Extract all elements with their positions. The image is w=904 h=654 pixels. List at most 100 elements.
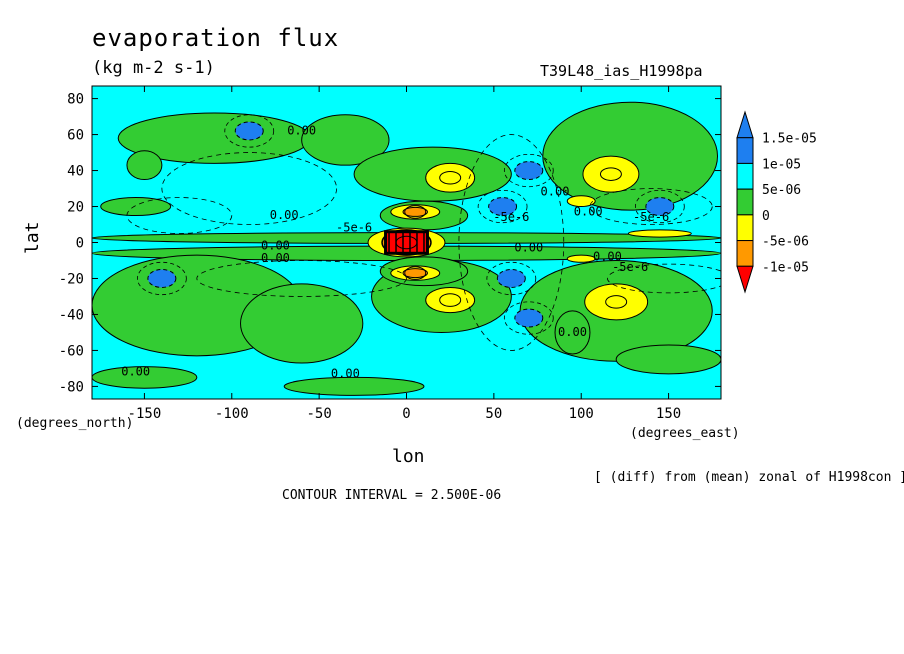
y-axis-label: lat xyxy=(22,221,43,254)
chart-units: (kg m-2 s-1) xyxy=(92,58,215,78)
colorbar-label-2: 0 xyxy=(762,209,770,224)
colorbar-bin-5 xyxy=(736,137,754,164)
negative-minimum-1 xyxy=(496,268,526,288)
max-ring-5 xyxy=(404,205,427,219)
max-ring-2 xyxy=(599,167,622,181)
max-ring-3 xyxy=(605,295,628,309)
colorbar-bin-3 xyxy=(736,188,754,216)
contour-label-0: 0.00 xyxy=(287,123,316,137)
positive-region-9 xyxy=(240,283,364,364)
negative-ring-5 xyxy=(137,261,187,296)
dashed-contour-1 xyxy=(126,197,233,234)
yellow-region-9 xyxy=(566,254,596,263)
contour-label-14: 0.00 xyxy=(331,366,360,380)
contour-label-layer: 0.000.000.000.00-5e-6-5e-60.000.00 -5e-60… xyxy=(121,123,669,380)
negative-ring-0 xyxy=(503,153,554,188)
negative-minimum-2 xyxy=(514,308,544,328)
orange-north xyxy=(402,206,428,217)
max-ring-0 xyxy=(395,235,418,250)
colorbar-bin-6 xyxy=(736,110,754,139)
colorbar-bin-1 xyxy=(736,240,754,267)
contour-label-6: 0.00 xyxy=(541,185,570,199)
negative-minimum-6 xyxy=(234,121,264,141)
y-tick-label-7: 60 xyxy=(67,128,84,144)
contour-label-4: -5e-6 xyxy=(336,221,372,235)
y-tick-label-1: -60 xyxy=(59,343,84,359)
chart-title: evaporation flux xyxy=(92,24,340,52)
contour-label-13: 0.00 xyxy=(121,365,150,379)
positive-region-15 xyxy=(554,310,591,355)
x-tick-label-3: 0 xyxy=(402,406,410,422)
negative-ring-3 xyxy=(477,189,528,224)
orange-south xyxy=(402,268,428,279)
dashed-contour-0 xyxy=(161,152,338,225)
run-id: T39L48_ias_H1998pa xyxy=(540,62,703,80)
yellow-region-0 xyxy=(425,162,476,193)
negative-ring-6 xyxy=(224,114,275,148)
negative-ring-4 xyxy=(634,189,685,224)
contour-label-8: -5e-6 xyxy=(633,210,669,224)
tick-layer: -150 -100 -50 0 50 100 150 -80 -60 -40 -20 0 20 40 60 8… xyxy=(59,86,721,422)
y-tick-label-4: 0 xyxy=(76,236,84,252)
negative-ring-2 xyxy=(503,301,554,335)
max-ring-6 xyxy=(404,266,427,280)
yellow-region-1 xyxy=(582,155,640,193)
colorbar-bin-4 xyxy=(736,162,754,190)
colorbar-bin-0 xyxy=(736,265,754,294)
yellow-region-7 xyxy=(566,195,596,208)
x-tick-label-1: -100 xyxy=(215,406,249,422)
y-tick-label-6: 40 xyxy=(67,164,84,180)
negative-minimum-4 xyxy=(645,197,675,217)
yellow-region-2 xyxy=(584,283,649,321)
contour-label-11: -5e-6 xyxy=(612,260,648,274)
colorbar-label-0: -1e-05 xyxy=(762,260,809,275)
negative-minimum-5 xyxy=(147,268,177,288)
contour-label-12: 0.00 xyxy=(558,325,587,339)
positive-region-13 xyxy=(283,376,425,396)
y-tick-label-3: -20 xyxy=(59,271,84,287)
x-unit-label: (degrees_east) xyxy=(630,426,740,441)
yellow-region-8 xyxy=(627,229,692,238)
colorbar-label-5: 1.5e-05 xyxy=(762,132,817,147)
x-tick-label-4: 50 xyxy=(485,406,502,422)
red-core xyxy=(384,230,429,255)
colorbar-label-4: 1e-05 xyxy=(762,157,801,172)
x-tick-label-2: -50 xyxy=(306,406,331,422)
x-tick-label-5: 100 xyxy=(569,406,594,422)
positive-region-4 xyxy=(100,197,172,217)
contour-label-7: 0.00 xyxy=(574,204,603,218)
positive-region-5 xyxy=(126,150,163,181)
colorbar: -1e-05 -5e-06 0 5e-06 1e-05 1.5e-05 xyxy=(736,110,817,294)
contour-interval: CONTOUR INTERVAL = 2.500E-06 xyxy=(282,488,502,503)
max-ring-1 xyxy=(439,170,462,185)
field-layer xyxy=(92,86,721,399)
comparison-note: [ (diff) from (mean) zonal of H1998con ] xyxy=(594,470,904,485)
colorbar-bin-2 xyxy=(736,214,754,242)
x-tick-label-6: 150 xyxy=(656,406,681,422)
max-ring-4 xyxy=(439,293,462,307)
colorbar-label-3: 5e-06 xyxy=(762,183,801,198)
contour-label-5: -5e-6 xyxy=(493,210,529,224)
contour-label-2: 0.00 xyxy=(261,239,290,253)
contour-label-9: 0.00 xyxy=(514,240,543,254)
y-unit-label: (degrees_north) xyxy=(16,416,134,431)
dashed-contour-3 xyxy=(607,263,721,294)
x-axis-label: lon xyxy=(392,446,425,467)
dashed-contour-5 xyxy=(458,134,565,351)
contour-label-10: 0.00 xyxy=(593,249,622,263)
negative-ring-1 xyxy=(486,261,537,296)
x-tick-label-0: -150 xyxy=(128,406,162,422)
negative-minimum-3 xyxy=(488,197,518,217)
negative-minimum-0 xyxy=(514,161,544,181)
dashed-contour-4 xyxy=(196,260,407,297)
y-tick-label-5: 20 xyxy=(67,200,84,216)
contour-label-3: 0.00 xyxy=(261,251,290,265)
positive-region-12 xyxy=(92,366,198,389)
y-tick-label-2: -40 xyxy=(59,307,84,323)
positive-region-1 xyxy=(301,114,390,166)
y-tick-label-0: -80 xyxy=(59,379,84,395)
contour-label-1: 0.00 xyxy=(270,208,299,222)
colorbar-label-1: -5e-06 xyxy=(762,235,809,250)
y-tick-label-8: 80 xyxy=(67,92,84,108)
